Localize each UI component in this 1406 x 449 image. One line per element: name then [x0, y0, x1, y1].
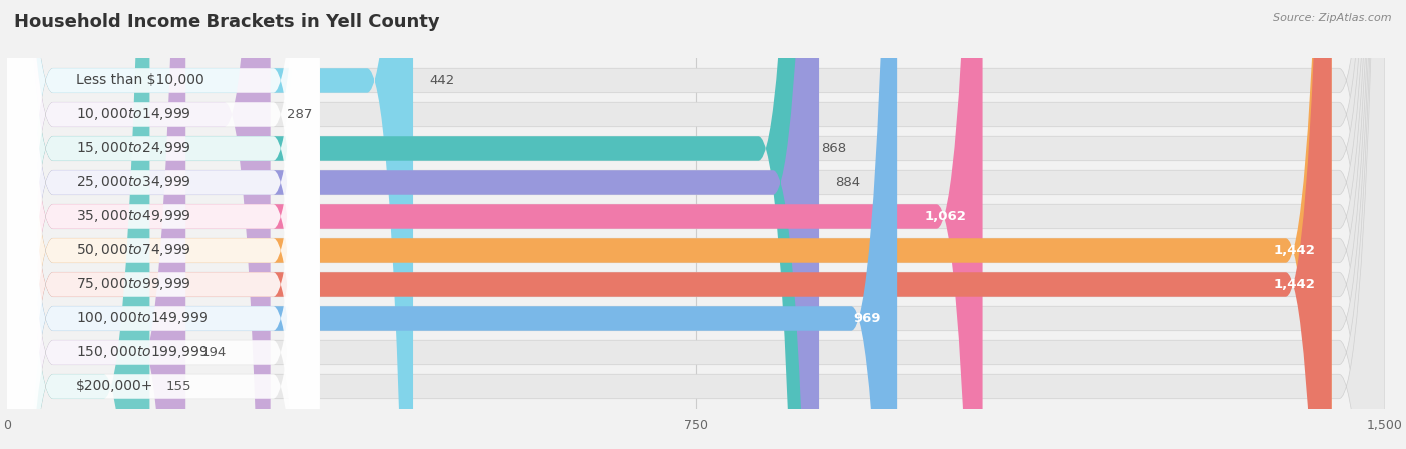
Text: Source: ZipAtlas.com: Source: ZipAtlas.com [1274, 13, 1392, 23]
Text: $15,000 to $24,999: $15,000 to $24,999 [76, 141, 191, 156]
Text: $10,000 to $14,999: $10,000 to $14,999 [76, 106, 191, 123]
FancyBboxPatch shape [7, 0, 820, 449]
FancyBboxPatch shape [7, 0, 319, 449]
FancyBboxPatch shape [7, 0, 1385, 449]
FancyBboxPatch shape [7, 0, 1385, 449]
FancyBboxPatch shape [7, 0, 319, 449]
FancyBboxPatch shape [7, 0, 186, 449]
Text: $200,000+: $200,000+ [76, 379, 153, 393]
FancyBboxPatch shape [7, 0, 319, 449]
FancyBboxPatch shape [7, 0, 1385, 449]
FancyBboxPatch shape [7, 0, 1385, 449]
Text: $75,000 to $99,999: $75,000 to $99,999 [76, 277, 191, 292]
FancyBboxPatch shape [7, 0, 319, 449]
FancyBboxPatch shape [7, 0, 897, 449]
Text: 1,062: 1,062 [924, 210, 966, 223]
Text: 287: 287 [287, 108, 312, 121]
FancyBboxPatch shape [7, 0, 804, 449]
Text: 194: 194 [202, 346, 226, 359]
Text: $50,000 to $74,999: $50,000 to $74,999 [76, 242, 191, 259]
FancyBboxPatch shape [7, 0, 1385, 449]
FancyBboxPatch shape [7, 0, 413, 449]
FancyBboxPatch shape [7, 0, 1385, 449]
Text: Household Income Brackets in Yell County: Household Income Brackets in Yell County [14, 13, 440, 31]
FancyBboxPatch shape [7, 0, 1385, 449]
FancyBboxPatch shape [7, 0, 1331, 449]
Text: 1,442: 1,442 [1274, 244, 1315, 257]
FancyBboxPatch shape [7, 0, 319, 449]
Text: 884: 884 [835, 176, 860, 189]
FancyBboxPatch shape [7, 0, 983, 449]
FancyBboxPatch shape [7, 0, 1385, 449]
FancyBboxPatch shape [7, 0, 1385, 449]
FancyBboxPatch shape [7, 0, 271, 449]
Text: $150,000 to $199,999: $150,000 to $199,999 [76, 344, 208, 361]
FancyBboxPatch shape [7, 0, 149, 449]
Text: 969: 969 [853, 312, 880, 325]
Text: 1,442: 1,442 [1274, 278, 1315, 291]
Text: Less than $10,000: Less than $10,000 [76, 74, 204, 88]
FancyBboxPatch shape [7, 0, 1385, 449]
FancyBboxPatch shape [7, 0, 319, 449]
FancyBboxPatch shape [7, 0, 319, 449]
Text: 155: 155 [166, 380, 191, 393]
FancyBboxPatch shape [7, 0, 319, 449]
FancyBboxPatch shape [7, 0, 319, 449]
Text: $35,000 to $49,999: $35,000 to $49,999 [76, 208, 191, 224]
Text: $100,000 to $149,999: $100,000 to $149,999 [76, 311, 208, 326]
FancyBboxPatch shape [7, 0, 1331, 449]
FancyBboxPatch shape [7, 0, 319, 449]
Text: 868: 868 [821, 142, 846, 155]
Text: $25,000 to $34,999: $25,000 to $34,999 [76, 175, 191, 190]
Text: 442: 442 [430, 74, 454, 87]
